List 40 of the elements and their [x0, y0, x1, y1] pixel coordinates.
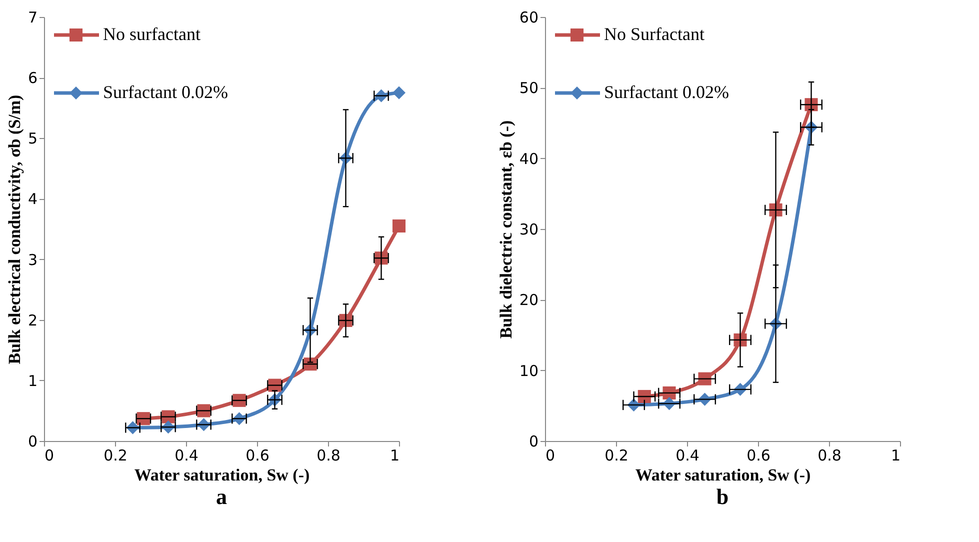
y-axis-title: Bulk electrical conductivity, σb (S/m): [4, 94, 24, 364]
y-tick-label: 0: [28, 432, 38, 450]
legend-label: No surfactant: [103, 24, 200, 44]
x-tick-label: 0.2: [104, 446, 128, 464]
x-tick-label: 0: [546, 446, 556, 464]
y-tick-label: 7: [28, 8, 38, 26]
y-tick-label: 2: [28, 311, 38, 330]
x-tick-label: 0.4: [174, 446, 198, 464]
text: a: [216, 484, 227, 509]
x-tick-label: 0.2: [604, 446, 628, 464]
y-tick-label: 4: [28, 190, 38, 208]
y-tick-label: 6: [28, 69, 38, 88]
x-tick-label: 0.4: [676, 446, 700, 464]
x-tick-label: 0: [44, 446, 54, 464]
x-tick-label: 0.6: [246, 446, 270, 464]
y-tick-label: 30: [519, 220, 538, 238]
y-tick-label: 1: [28, 372, 38, 390]
y-tick-label: 10: [519, 362, 538, 380]
y-tick-label: 60: [519, 8, 538, 26]
x-tick-label: 0.6: [746, 446, 770, 464]
x-tick-label: 1: [890, 446, 900, 464]
x-tick-label: 0.8: [818, 446, 842, 464]
legend-label: Surfactant 0.02%: [604, 82, 729, 102]
y-tick-label: 50: [519, 79, 538, 98]
point: [392, 86, 406, 100]
y-tick-label: 0: [528, 432, 538, 450]
x-axis-title: Water saturation, Sw (-): [635, 466, 811, 484]
x-axis-title: Water saturation, Sw (-): [134, 466, 310, 484]
y-axis-title: Bulk dielectric constant, εb (-): [496, 120, 516, 339]
legend-label: No Surfactant: [604, 24, 704, 44]
x-tick-label: 0.8: [316, 446, 340, 464]
point: [392, 219, 406, 232]
y-tick-label: 20: [519, 291, 538, 310]
legend-label: Surfactant 0.02%: [103, 82, 228, 102]
point: [638, 390, 651, 403]
y-tick-label: 40: [519, 150, 538, 168]
text: b: [716, 484, 729, 509]
y-tick-label: 3: [28, 250, 38, 269]
y-tick-label: 5: [28, 130, 38, 148]
x-tick-label: 1: [390, 446, 400, 464]
